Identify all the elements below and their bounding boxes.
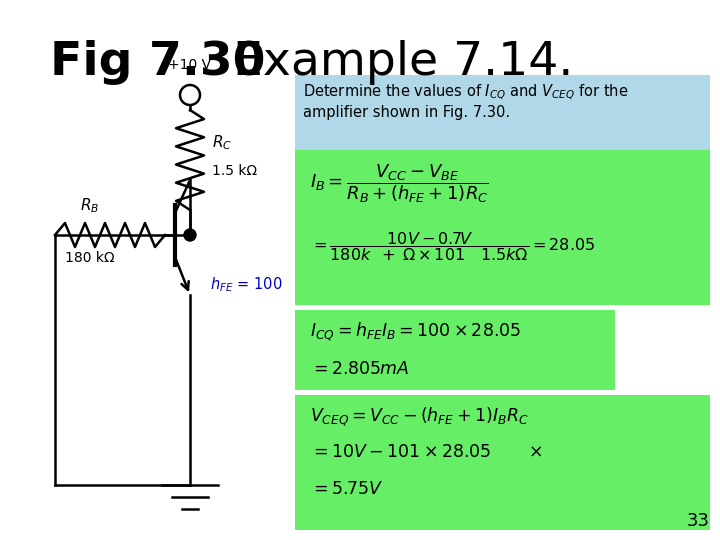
Text: $I_{CQ} = h_{FE}I_B = 100\times28.05$: $I_{CQ} = h_{FE}I_B = 100\times28.05$ bbox=[310, 320, 521, 342]
Text: $R_B$: $R_B$ bbox=[81, 197, 99, 215]
Text: $V_{CEQ} = V_{CC}-(h_{FE}+1)I_B R_C$: $V_{CEQ} = V_{CC}-(h_{FE}+1)I_B R_C$ bbox=[310, 405, 528, 428]
Text: $= 5.75V$: $= 5.75V$ bbox=[310, 480, 384, 498]
Text: 1.5 kΩ: 1.5 kΩ bbox=[212, 164, 257, 178]
Text: 33: 33 bbox=[687, 512, 710, 530]
Text: Example 7.14.: Example 7.14. bbox=[218, 40, 573, 85]
Text: $I_B = \dfrac{V_{CC}-V_{BE}}{R_B+(h_{FE}+1)R_C}$: $I_B = \dfrac{V_{CC}-V_{BE}}{R_B+(h_{FE}… bbox=[310, 162, 489, 205]
Circle shape bbox=[184, 229, 196, 241]
Bar bbox=[295, 75, 710, 150]
Text: $h_{FE}$ = 100: $h_{FE}$ = 100 bbox=[210, 275, 283, 294]
Text: 180 kΩ: 180 kΩ bbox=[66, 251, 114, 265]
Text: Fig 7.30: Fig 7.30 bbox=[50, 40, 266, 85]
Bar bbox=[295, 310, 615, 390]
Text: $R_C$: $R_C$ bbox=[212, 133, 232, 152]
Bar bbox=[295, 395, 710, 530]
Text: amplifier shown in Fig. 7.30.: amplifier shown in Fig. 7.30. bbox=[303, 105, 510, 120]
Bar bbox=[295, 150, 710, 305]
Text: $= 10V - 101\times28.05 \qquad\times$: $= 10V - 101\times28.05 \qquad\times$ bbox=[310, 443, 542, 461]
Text: $= \dfrac{10V-0.7V}{180k\;\;+\;\Omega\times101\quad1.5k\Omega} = 28.05$: $= \dfrac{10V-0.7V}{180k\;\;+\;\Omega\ti… bbox=[310, 230, 595, 263]
Text: Determine the values of $I_{CQ}$ and $V_{CEQ}$ for the: Determine the values of $I_{CQ}$ and $V_… bbox=[303, 83, 629, 102]
Text: $= 2.805mA$: $= 2.805mA$ bbox=[310, 360, 409, 378]
Text: +10 V: +10 V bbox=[168, 58, 212, 72]
